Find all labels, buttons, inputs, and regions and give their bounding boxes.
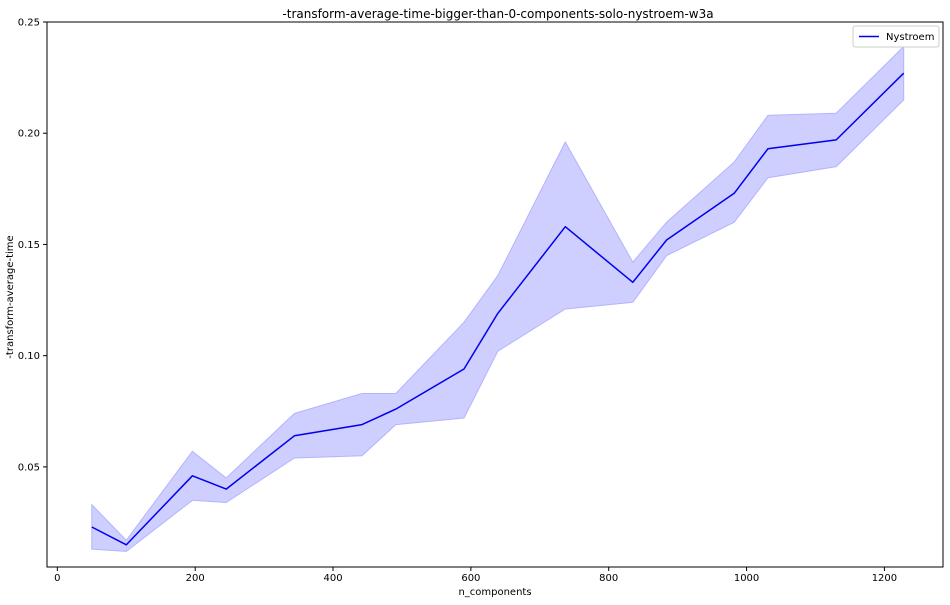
y-tick-label: 0.25 [18,18,40,29]
y-tick-label: 0.05 [18,462,40,473]
y-axis: 0.05 0.10 0.15 0.20 0.25 [18,18,47,473]
confidence-band [91,45,905,552]
legend-label-nystroem: Nystroem [886,32,934,43]
series-line-layer [91,72,905,546]
legend: Nystroem [852,25,940,48]
y-tick-label: 0.15 [18,240,40,251]
y-tick-label: 0.20 [18,129,40,140]
x-tick-label: 1200 [872,573,897,584]
y-tick-label: 0.10 [18,351,40,362]
plot-frame [46,21,944,568]
legend-box [852,25,940,48]
series-line-nystroem [91,72,905,546]
y-axis-label: -transform-average-time [5,235,16,358]
x-axis-label: n_components [458,587,531,598]
x-axis: 0 200 400 600 800 1000 1200 [54,567,897,584]
x-tick-label: 200 [186,573,205,584]
confidence-band-layer [91,45,905,552]
x-tick-label: 600 [461,573,480,584]
x-tick-label: 0 [54,573,60,584]
chart-title: -transform-average-time-bigger-than-0-co… [282,7,713,21]
x-tick-label: 400 [323,573,342,584]
x-tick-label: 800 [599,573,618,584]
x-tick-label: 1000 [734,573,759,584]
